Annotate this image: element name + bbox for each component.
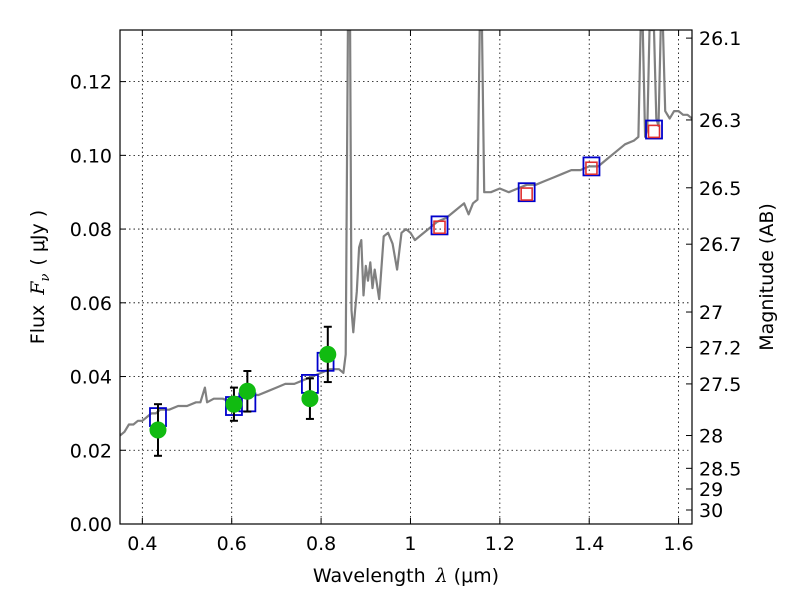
synthetic-flux-square bbox=[582, 156, 601, 177]
observed-flux-square bbox=[585, 161, 598, 176]
y-tick-label: 0.10 bbox=[70, 145, 112, 167]
observed-flux-point bbox=[319, 345, 337, 363]
plot-frame bbox=[119, 29, 693, 525]
axis-ticks: 0.4 0.6 0.8 1 1.2 1.4 1.6 0.00 0.02 0.04 0.06 0.08 0… bbox=[70, 28, 742, 555]
mag-tick-label: 30 bbox=[699, 500, 723, 522]
mag-tick-label: 26.7 bbox=[699, 234, 741, 256]
synthetic-flux-square bbox=[517, 182, 536, 203]
synthetic-flux-square bbox=[430, 215, 449, 236]
y-tick-label: 0.04 bbox=[70, 367, 112, 389]
y-tick-label: 0.02 bbox=[70, 440, 112, 462]
x-tick-label: 1.4 bbox=[574, 533, 604, 555]
synthetic-flux-square bbox=[645, 119, 663, 140]
right-axis-title: Magnitude (AB) bbox=[756, 203, 778, 351]
observed-flux-point bbox=[301, 390, 319, 408]
x-tick-label: 1.2 bbox=[485, 533, 515, 555]
mag-tick-label: 29 bbox=[699, 479, 723, 501]
mag-tick-label: 28 bbox=[699, 426, 723, 448]
y-tick-label: 0.00 bbox=[70, 514, 112, 536]
x-axis-title: Wavelength λ (μm) bbox=[313, 565, 499, 587]
y-axis-title: FluxFν( μJy ) bbox=[27, 210, 53, 344]
observed-flux-square bbox=[433, 220, 446, 235]
mag-tick-label: 26.1 bbox=[699, 28, 741, 50]
x-tick-label: 0.4 bbox=[127, 533, 157, 555]
mag-tick-label: 27.2 bbox=[699, 337, 741, 359]
observed-flux-square bbox=[647, 124, 661, 139]
mag-tick-label: 26.3 bbox=[699, 110, 741, 132]
observed-flux-square bbox=[520, 187, 533, 201]
y-tick-label: 0.12 bbox=[70, 72, 112, 94]
y-tick-label: 0.08 bbox=[70, 219, 112, 241]
mag-tick-label: 26.5 bbox=[699, 178, 741, 200]
mag-tick-label: 27 bbox=[699, 302, 723, 324]
y-tick-label: 0.06 bbox=[70, 293, 112, 315]
observed-flux-point bbox=[225, 395, 243, 413]
x-tick-label: 1.6 bbox=[663, 533, 693, 555]
spectrum-line bbox=[120, 30, 692, 437]
x-tick-label: 1 bbox=[404, 533, 416, 555]
x-tick-label: 0.8 bbox=[306, 533, 336, 555]
observed-flux-point bbox=[149, 421, 167, 439]
mag-tick-label: 27.5 bbox=[699, 374, 741, 396]
plot-area bbox=[120, 30, 692, 457]
x-tick-label: 0.6 bbox=[217, 533, 247, 555]
observed-flux-point bbox=[238, 382, 256, 400]
mag-tick-label: 28.5 bbox=[699, 458, 741, 480]
